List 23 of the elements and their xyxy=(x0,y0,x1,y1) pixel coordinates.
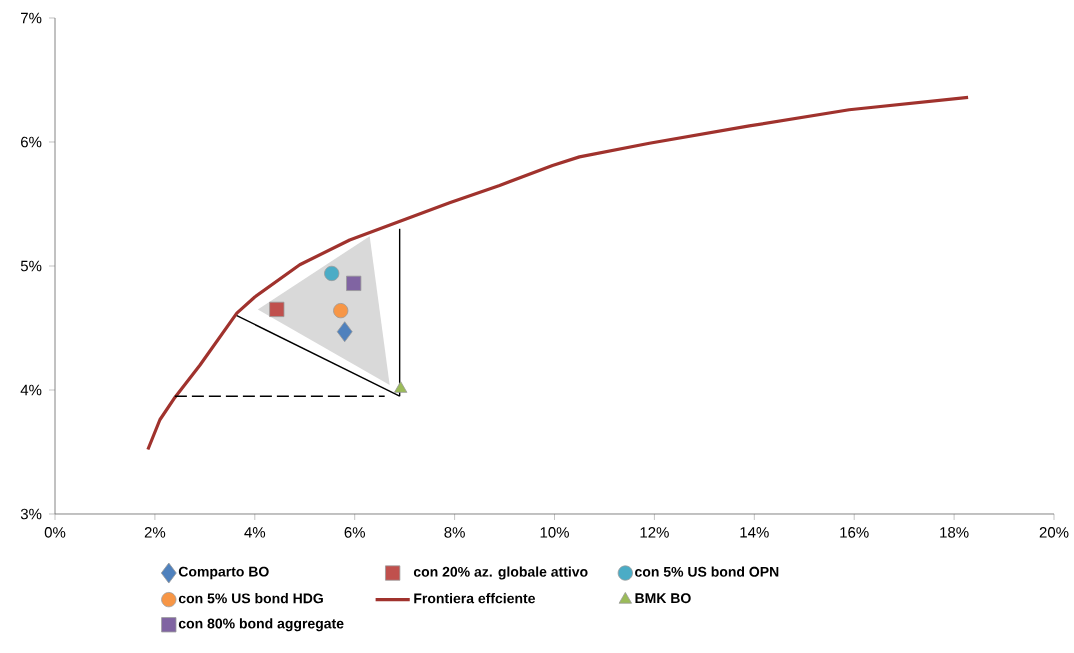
legend-label: Comparto BO xyxy=(178,566,269,580)
x-tick-label: 0% xyxy=(44,527,66,538)
x-tick-label: 10% xyxy=(540,527,569,538)
y-tick-label: 4% xyxy=(20,384,42,396)
x-tick-label: 2% xyxy=(144,527,166,538)
y-tick-label: 6% xyxy=(21,136,42,148)
legend-label: con 5% US bond OPN xyxy=(635,566,779,577)
legend-label: con 80% bond aggregate xyxy=(178,618,344,632)
x-tick-label: 12% xyxy=(640,527,669,538)
legend-label: BMK BO xyxy=(635,593,691,604)
x-tick-label: 8% xyxy=(444,527,465,538)
x-tick-label: 4% xyxy=(244,527,266,538)
x-tick-label: 6% xyxy=(344,527,365,538)
legend-label: Frontiera effciente xyxy=(414,593,535,604)
x-tick-label: 16% xyxy=(840,527,869,538)
legend-label: con 20% az. globale attivo xyxy=(413,566,588,580)
legend-label: con 5% US bond HDG xyxy=(178,593,323,604)
y-tick-label: 7% xyxy=(21,12,42,24)
y-tick-label: 3% xyxy=(20,508,42,520)
x-tick-label: 20% xyxy=(1039,527,1069,538)
x-tick-label: 18% xyxy=(940,527,969,538)
x-tick-label: 14% xyxy=(740,527,769,538)
y-tick-label: 5% xyxy=(20,260,42,272)
